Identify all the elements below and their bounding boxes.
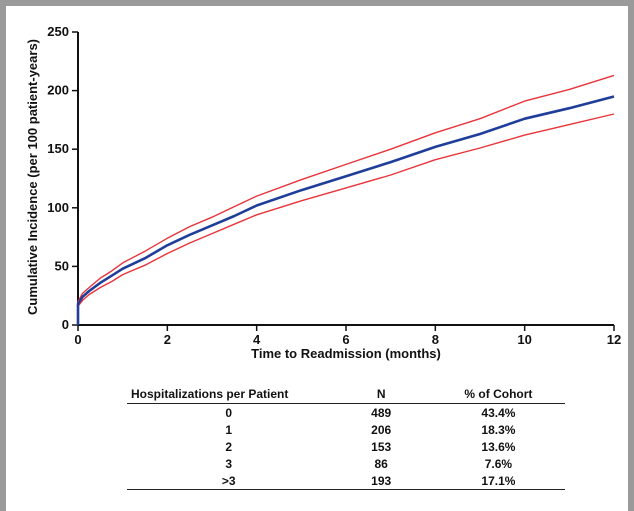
cell-hospitalizations: 1 (225, 422, 233, 437)
lower-ci-line (77, 113, 615, 325)
header-pct-cohort: % of Cohort (431, 384, 565, 404)
table-row: 1 206 18.3% (127, 421, 565, 438)
x-axis-title: Time to Readmission (months) (251, 346, 441, 361)
header-hospitalizations: Hospitalizations per Patient (127, 384, 331, 404)
cell-pct: 43.4% (481, 405, 516, 420)
cell-n: 206 (371, 422, 392, 437)
y-axis-title: Cumulative Incidence (per 100 patient-ye… (25, 39, 40, 315)
table-row: >3 193 17.1% (127, 472, 565, 490)
cell-n: 193 (330, 472, 432, 490)
cell-pct: 17.1% (431, 472, 565, 490)
x-tick-label: 10 (517, 332, 531, 347)
cell-pct: 13.6% (481, 439, 516, 454)
y-tick-label: 150 (47, 141, 69, 156)
y-tick-label: 0 (62, 317, 69, 332)
cell-hospitalizations: 2 (225, 439, 233, 454)
table-row: 3 86 7.6% (127, 455, 565, 472)
table-row: 2 153 13.6% (127, 438, 565, 455)
cell-pct: 18.3% (481, 422, 516, 437)
y-tick-label: 200 (47, 83, 69, 98)
x-tick-label: 6 (342, 332, 349, 347)
x-tick-label: 4 (253, 332, 261, 347)
cell-hospitalizations: >3 (127, 472, 331, 490)
y-tick-label: 100 (47, 200, 69, 215)
table-header-row: Hospitalizations per Patient N % of Coho… (127, 384, 565, 404)
cell-n: 153 (371, 439, 392, 454)
readmission-chart: Cumulative Incidence (per 100 patient-ye… (25, 24, 621, 361)
header-n: N (330, 384, 432, 404)
cell-hospitalizations: 3 (225, 456, 233, 471)
x-tick-label: 12 (607, 332, 621, 347)
estimate-line (76, 95, 615, 325)
cell-hospitalizations: 0 (225, 405, 233, 420)
cell-pct: 7.6% (484, 456, 513, 471)
cohort-table: Hospitalizations per Patient N % of Coho… (127, 384, 565, 490)
x-tick-label: 2 (164, 332, 171, 347)
cell-n: 86 (374, 456, 388, 471)
y-tick-label: 50 (55, 258, 69, 273)
y-tick-label: 250 (47, 24, 69, 39)
table-row: 0 489 43.4% (127, 404, 565, 422)
upper-ci-line (77, 74, 615, 325)
x-tick-label: 8 (432, 332, 439, 347)
cell-n: 489 (371, 405, 392, 420)
x-tick-label: 0 (74, 332, 81, 347)
